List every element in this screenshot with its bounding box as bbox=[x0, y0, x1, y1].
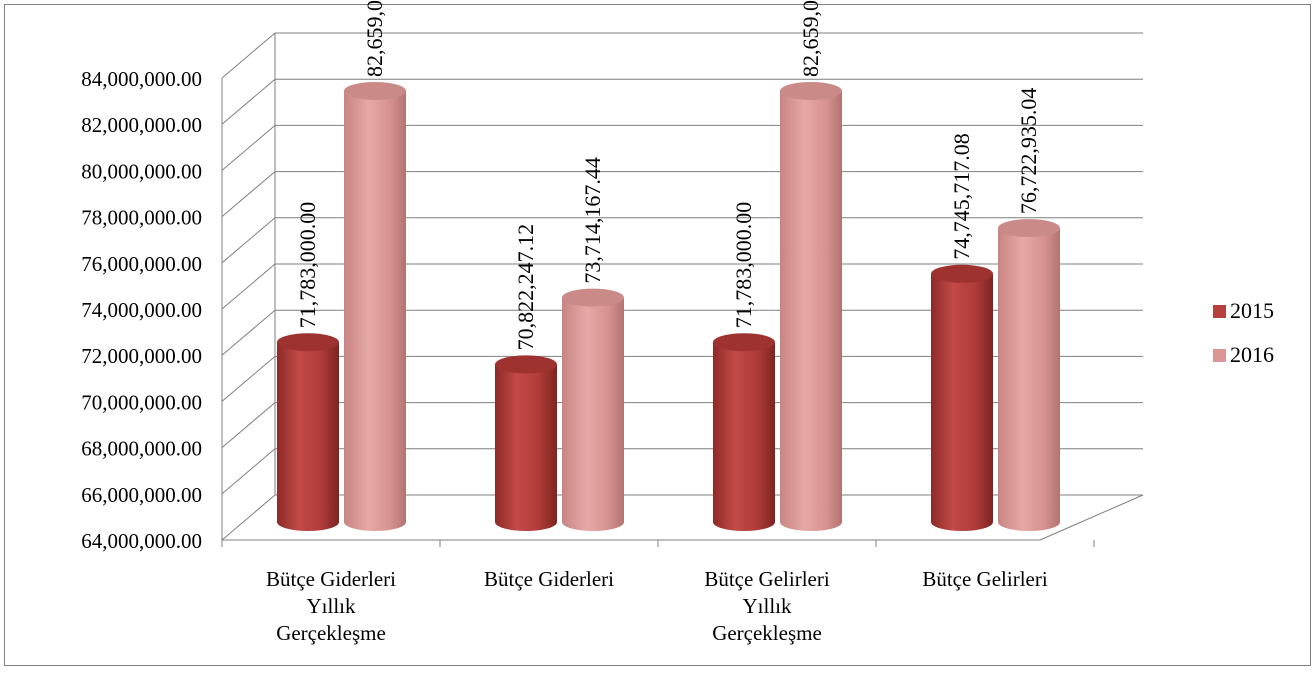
bar-top bbox=[931, 264, 993, 283]
y-tick-label: 70,000,000.00 bbox=[81, 390, 202, 414]
data-label: 71,783,000.00 bbox=[295, 202, 320, 329]
bar-top bbox=[713, 333, 775, 352]
y-tick-label: 80,000,000.00 bbox=[81, 159, 202, 183]
bar-body bbox=[780, 90, 842, 531]
x-tick-label: Bütçe Giderleri bbox=[484, 567, 614, 591]
data-label: 82,659,000.00 bbox=[798, 0, 823, 77]
x-tick-label: Yıllık bbox=[306, 594, 356, 618]
data-label: 74,745,717.08 bbox=[949, 133, 974, 260]
gridline-side bbox=[221, 263, 276, 310]
bar-body bbox=[277, 342, 339, 531]
bar-body bbox=[562, 297, 624, 531]
y-tick-label: 68,000,000.00 bbox=[81, 437, 202, 461]
gridline-side bbox=[221, 125, 276, 171]
bar-body bbox=[495, 364, 557, 531]
bar bbox=[998, 219, 1060, 531]
x-tick-label: Bütçe Gelirleri bbox=[704, 567, 830, 591]
bar-body bbox=[713, 342, 775, 531]
x-tick-label: Gerçekleşme bbox=[276, 621, 386, 645]
bar bbox=[713, 333, 775, 531]
gridline-side bbox=[221, 356, 276, 402]
y-tick-label: 72,000,000.00 bbox=[81, 344, 202, 368]
y-tick-label: 84,000,000.00 bbox=[81, 67, 202, 91]
gridline-side bbox=[221, 32, 276, 79]
y-tick-label: 78,000,000.00 bbox=[81, 206, 202, 230]
bar bbox=[780, 81, 842, 531]
y-tick-label: 64,000,000.00 bbox=[81, 529, 202, 553]
bar bbox=[931, 264, 993, 531]
gridline-side bbox=[221, 309, 276, 356]
data-label: 71,783,000.00 bbox=[731, 202, 756, 329]
gridline-side bbox=[221, 78, 276, 125]
gridline-side bbox=[221, 448, 276, 495]
gridline-side bbox=[221, 171, 276, 217]
legend-swatch bbox=[1213, 305, 1226, 318]
bar-top bbox=[495, 355, 557, 374]
bar bbox=[562, 288, 624, 531]
gridline-side bbox=[221, 217, 276, 264]
legend-swatch bbox=[1213, 349, 1226, 362]
y-tick-label: 74,000,000.00 bbox=[81, 298, 202, 322]
floor-edge bbox=[1039, 494, 1144, 541]
y-tick-label: 76,000,000.00 bbox=[81, 252, 202, 276]
bar-top bbox=[277, 333, 339, 352]
data-label: 76,722,935.04 bbox=[1016, 88, 1041, 215]
x-tick-label: Bütçe Giderleri bbox=[266, 567, 396, 591]
bar-body bbox=[998, 228, 1060, 531]
x-tick-label: Yıllık bbox=[742, 594, 792, 618]
bar-body bbox=[344, 90, 406, 531]
bar-top bbox=[344, 81, 406, 100]
data-label: 70,822,247.12 bbox=[513, 224, 538, 351]
data-label: 82,659,000.00 bbox=[362, 0, 387, 77]
bar-top bbox=[780, 81, 842, 100]
bar bbox=[495, 355, 557, 531]
bar-body bbox=[931, 273, 993, 531]
bar bbox=[344, 81, 406, 531]
gridline-side bbox=[221, 402, 276, 448]
bar bbox=[277, 333, 339, 531]
y-tick-label: 66,000,000.00 bbox=[81, 483, 202, 507]
gridline-side bbox=[221, 494, 276, 541]
chart-border bbox=[4, 4, 1311, 666]
bar-top bbox=[998, 219, 1060, 238]
x-tick-label: Gerçekleşme bbox=[712, 621, 822, 645]
bar-top bbox=[562, 288, 624, 307]
legend-label: 2015 bbox=[1230, 298, 1274, 323]
legend-label: 2016 bbox=[1230, 342, 1274, 367]
x-tick-label: Bütçe Gelirleri bbox=[922, 567, 1048, 591]
data-label: 73,714,167.44 bbox=[580, 157, 605, 284]
y-tick-label: 82,000,000.00 bbox=[81, 113, 202, 137]
